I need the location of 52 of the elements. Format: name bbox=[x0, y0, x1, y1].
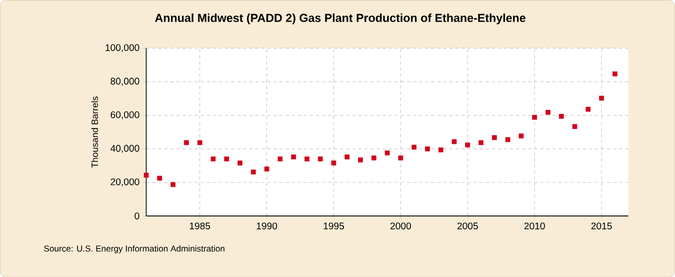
point bbox=[532, 114, 538, 120]
x-tick-label: 2005 bbox=[457, 222, 478, 230]
x-tick-label: 1990 bbox=[256, 222, 278, 230]
point bbox=[318, 156, 323, 162]
point bbox=[210, 156, 216, 162]
point bbox=[599, 96, 604, 100]
point bbox=[518, 133, 524, 138]
point bbox=[184, 140, 189, 145]
y-tick-label: 100,000 bbox=[106, 44, 140, 52]
point bbox=[452, 139, 457, 144]
x-tick-label: 2015 bbox=[591, 222, 612, 230]
point bbox=[304, 156, 310, 162]
point bbox=[264, 166, 270, 172]
point bbox=[358, 157, 363, 162]
y-tick-label: 0 bbox=[134, 212, 140, 220]
point bbox=[572, 124, 578, 129]
point bbox=[331, 160, 336, 166]
x-tick-label: 2000 bbox=[390, 222, 411, 230]
point bbox=[546, 110, 550, 115]
y-tick-label: 40,000 bbox=[110, 144, 140, 153]
point bbox=[157, 176, 162, 180]
point bbox=[425, 146, 430, 152]
x-tick-label: 1985 bbox=[190, 222, 210, 230]
y-tick-label: 80,000 bbox=[110, 78, 140, 86]
point bbox=[144, 172, 149, 178]
point bbox=[371, 155, 376, 160]
source-note: Source: U.S. Energy Information Administration bbox=[44, 245, 224, 254]
point bbox=[478, 140, 484, 145]
point bbox=[384, 150, 390, 156]
point bbox=[586, 106, 591, 112]
x-tick-label: 2010 bbox=[524, 222, 545, 230]
chart-title: Annual Midwest (PADD 2) Gas Plant Production of Ethane-Ethylene bbox=[155, 13, 526, 24]
point bbox=[197, 140, 202, 145]
point bbox=[505, 137, 510, 142]
point bbox=[465, 142, 470, 148]
point bbox=[224, 156, 230, 162]
y-tick-label: 20,000 bbox=[110, 178, 140, 186]
point bbox=[238, 160, 242, 166]
point bbox=[278, 156, 283, 162]
point bbox=[558, 114, 564, 119]
point bbox=[612, 71, 618, 76]
x-tick-label: 1995 bbox=[324, 222, 344, 230]
point bbox=[170, 182, 176, 187]
point bbox=[438, 147, 444, 152]
point bbox=[291, 154, 296, 160]
y-tick-label: 60,000 bbox=[110, 111, 140, 120]
point bbox=[492, 135, 497, 140]
point bbox=[344, 154, 350, 160]
point bbox=[398, 155, 404, 160]
y-axis-title: Thousand Barrels bbox=[91, 96, 98, 168]
point bbox=[412, 144, 416, 150]
point bbox=[250, 169, 256, 174]
